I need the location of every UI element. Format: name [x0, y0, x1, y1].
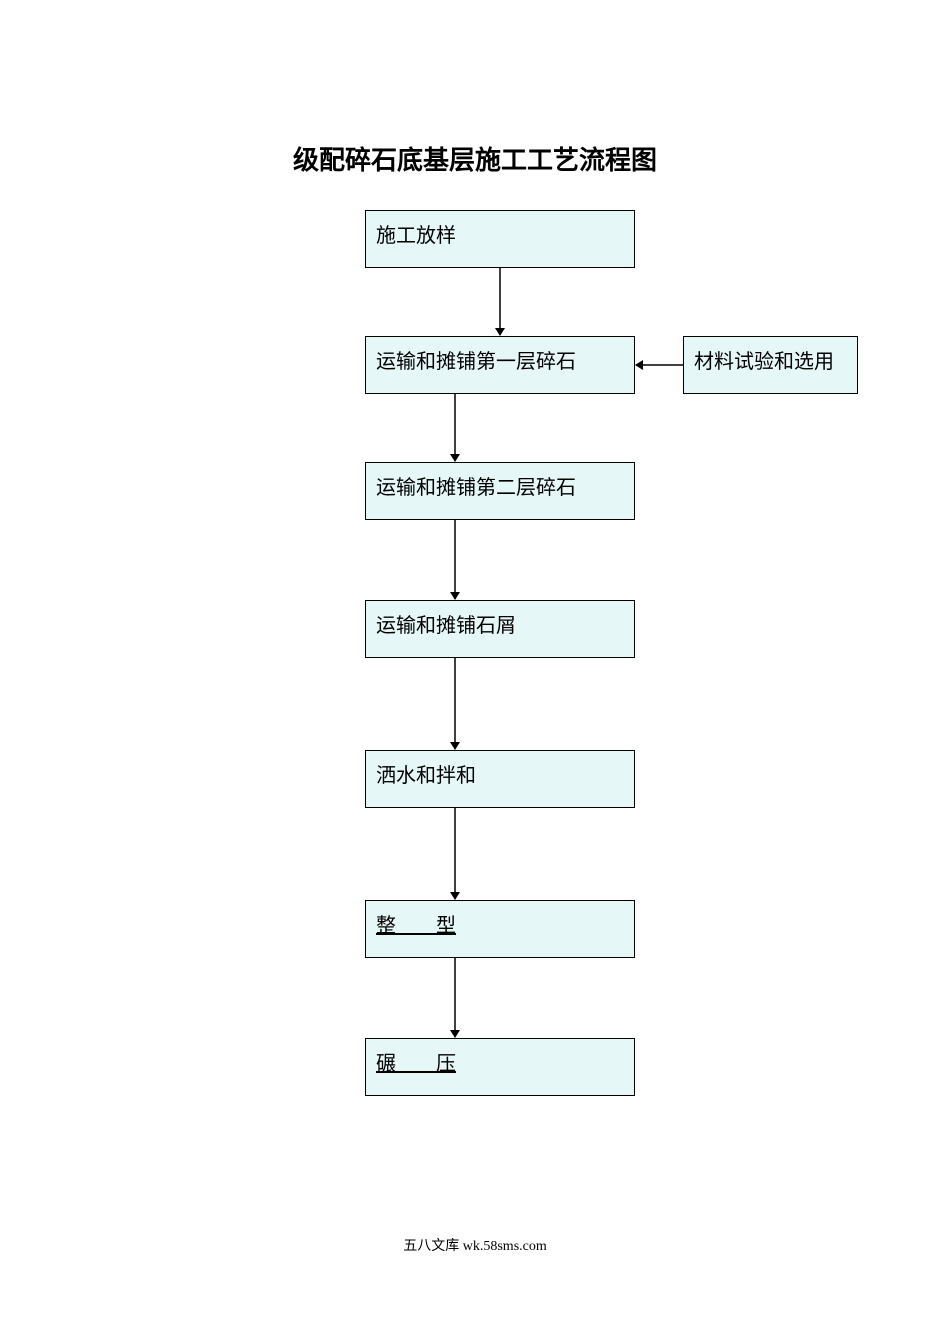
flowchart-node-n6: 整 型 — [365, 900, 635, 958]
flowchart-node-label: 整 型 — [376, 909, 456, 938]
diagram-title: 级配碎石底基层施工工艺流程图 — [0, 140, 950, 177]
flowchart-node-n3: 运输和摊铺第二层碎石 — [365, 462, 635, 520]
footer-text: 五八文库 wk.58sms.com — [0, 1235, 950, 1255]
flowchart-node-n4: 运输和摊铺石屑 — [365, 600, 635, 658]
flowchart-node-side: 材料试验和选用 — [683, 336, 858, 394]
flowchart-node-n2: 运输和摊铺第一层碎石 — [365, 336, 635, 394]
flowchart-node-n5: 洒水和拌和 — [365, 750, 635, 808]
edges-layer — [0, 0, 950, 1344]
page: 级配碎石底基层施工工艺流程图 五八文库 wk.58sms.com 施工放样运输和… — [0, 0, 950, 1344]
flowchart-node-n1: 施工放样 — [365, 210, 635, 268]
flowchart-node-label: 运输和摊铺石屑 — [376, 609, 516, 638]
flowchart-node-label: 洒水和拌和 — [376, 759, 476, 788]
flowchart-node-n7: 碾 压 — [365, 1038, 635, 1096]
flowchart-node-label: 施工放样 — [376, 219, 456, 248]
flowchart-node-label: 运输和摊铺第二层碎石 — [376, 471, 576, 500]
flowchart-node-label: 碾 压 — [376, 1047, 456, 1076]
flowchart-node-label: 材料试验和选用 — [694, 345, 834, 374]
flowchart-node-label: 运输和摊铺第一层碎石 — [376, 345, 576, 374]
